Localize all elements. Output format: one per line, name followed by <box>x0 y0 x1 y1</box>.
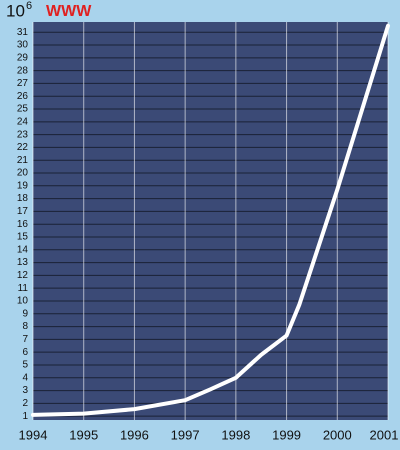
y-tick-label: 7 <box>22 334 28 345</box>
x-tick-label: 2001 <box>370 427 399 442</box>
y-tick-label: 3 <box>22 385 28 396</box>
y-tick-label: 4 <box>22 372 28 383</box>
y-tick-label: 10 <box>17 296 29 307</box>
y-tick-label: 28 <box>17 65 29 76</box>
y-tick-label: 29 <box>17 52 29 63</box>
y-tick-label: 6 <box>22 347 28 358</box>
y-tick-label: 20 <box>17 168 29 179</box>
y-tick-label: 1 <box>22 411 28 422</box>
y-tick-label: 12 <box>17 270 29 281</box>
x-tick-label: 1998 <box>221 427 250 442</box>
y-tick-label: 25 <box>17 104 29 115</box>
y-tick-label: 19 <box>17 180 29 191</box>
y-tick-label: 26 <box>17 91 29 102</box>
y-tick-label: 30 <box>17 40 29 51</box>
y-tick-label: 9 <box>22 308 28 319</box>
y-tick-label: 5 <box>22 360 28 371</box>
plot-area <box>33 22 388 420</box>
y-tick-label: 27 <box>17 78 29 89</box>
y-tick-label: 13 <box>17 257 29 268</box>
x-tick-label: 1994 <box>19 427 48 442</box>
y-unit-base: 10 <box>6 1 25 20</box>
y-tick-label: 24 <box>17 116 29 127</box>
y-tick-label: 11 <box>18 283 29 294</box>
x-tick-label: 1999 <box>272 427 301 442</box>
x-tick-label: 1997 <box>171 427 200 442</box>
y-tick-label: 15 <box>17 232 29 243</box>
y-tick-label: 21 <box>17 155 29 166</box>
y-tick-label: 2 <box>22 398 28 409</box>
y-tick-label: 17 <box>17 206 29 217</box>
x-tick-label: 1996 <box>120 427 149 442</box>
y-tick-label: 31 <box>17 27 29 38</box>
y-tick-label: 18 <box>17 193 29 204</box>
x-tick-label: 1995 <box>69 427 98 442</box>
x-tick-label: 2000 <box>323 427 352 442</box>
y-tick-label: 23 <box>17 129 29 140</box>
y-unit-exponent: 6 <box>26 0 32 12</box>
data-line <box>31 23 390 417</box>
y-tick-label: 8 <box>22 321 28 332</box>
y-tick-label: 22 <box>17 142 29 153</box>
chart-title: WWW <box>46 3 92 20</box>
y-tick-label: 14 <box>17 244 29 255</box>
y-tick-label: 16 <box>17 219 29 230</box>
